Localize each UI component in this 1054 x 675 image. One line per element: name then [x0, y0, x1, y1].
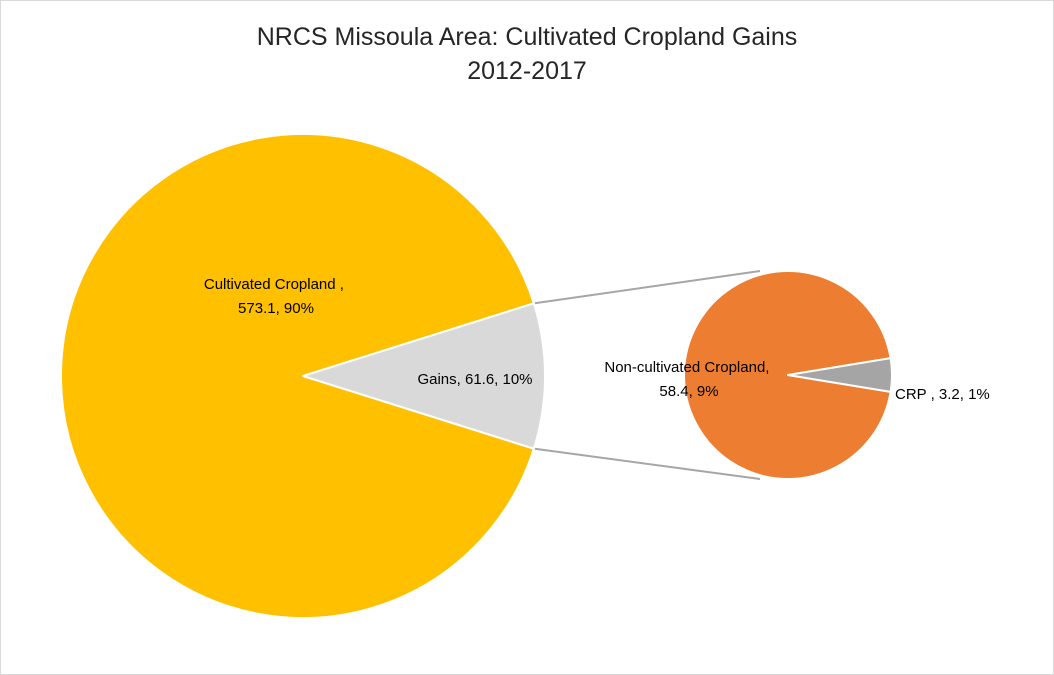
chart-title: NRCS Missoula Area: Cultivated Cropland …	[0, 20, 1054, 88]
label-non-cultivated-cropland-line-1: Non-cultivated Cropland,	[604, 359, 769, 376]
label-cultivated-cropland-line-2: 573.1, 90%	[238, 300, 314, 317]
connector-line-bottom	[533, 447, 761, 480]
label-gains: Gains, 61.6, 10%	[417, 371, 532, 388]
label-non-cultivated-cropland: Non-cultivated Cropland, 58.4, 9%	[604, 359, 773, 400]
chart-title-line-1: NRCS Missoula Area: Cultivated Cropland …	[256, 23, 798, 51]
slice-gains	[302, 302, 546, 450]
label-crp: CRP , 3.2, 1%	[895, 386, 990, 403]
label-gains-line-1: Gains, 61.6, 10%	[417, 371, 532, 388]
connector-line-top	[533, 270, 761, 305]
slice-cultivated-cropland	[60, 133, 535, 619]
label-cultivated-cropland-line-1: Cultivated Cropland ,	[204, 276, 344, 293]
label-crp-line-1: CRP , 3.2, 1%	[895, 386, 990, 403]
slice-crp	[787, 357, 893, 393]
label-non-cultivated-cropland-line-2: 58.4, 9%	[659, 383, 718, 400]
chart-title-line-2: 2012-2017	[467, 57, 587, 85]
label-cultivated-cropland: Cultivated Cropland , 573.1, 90%	[204, 276, 348, 317]
